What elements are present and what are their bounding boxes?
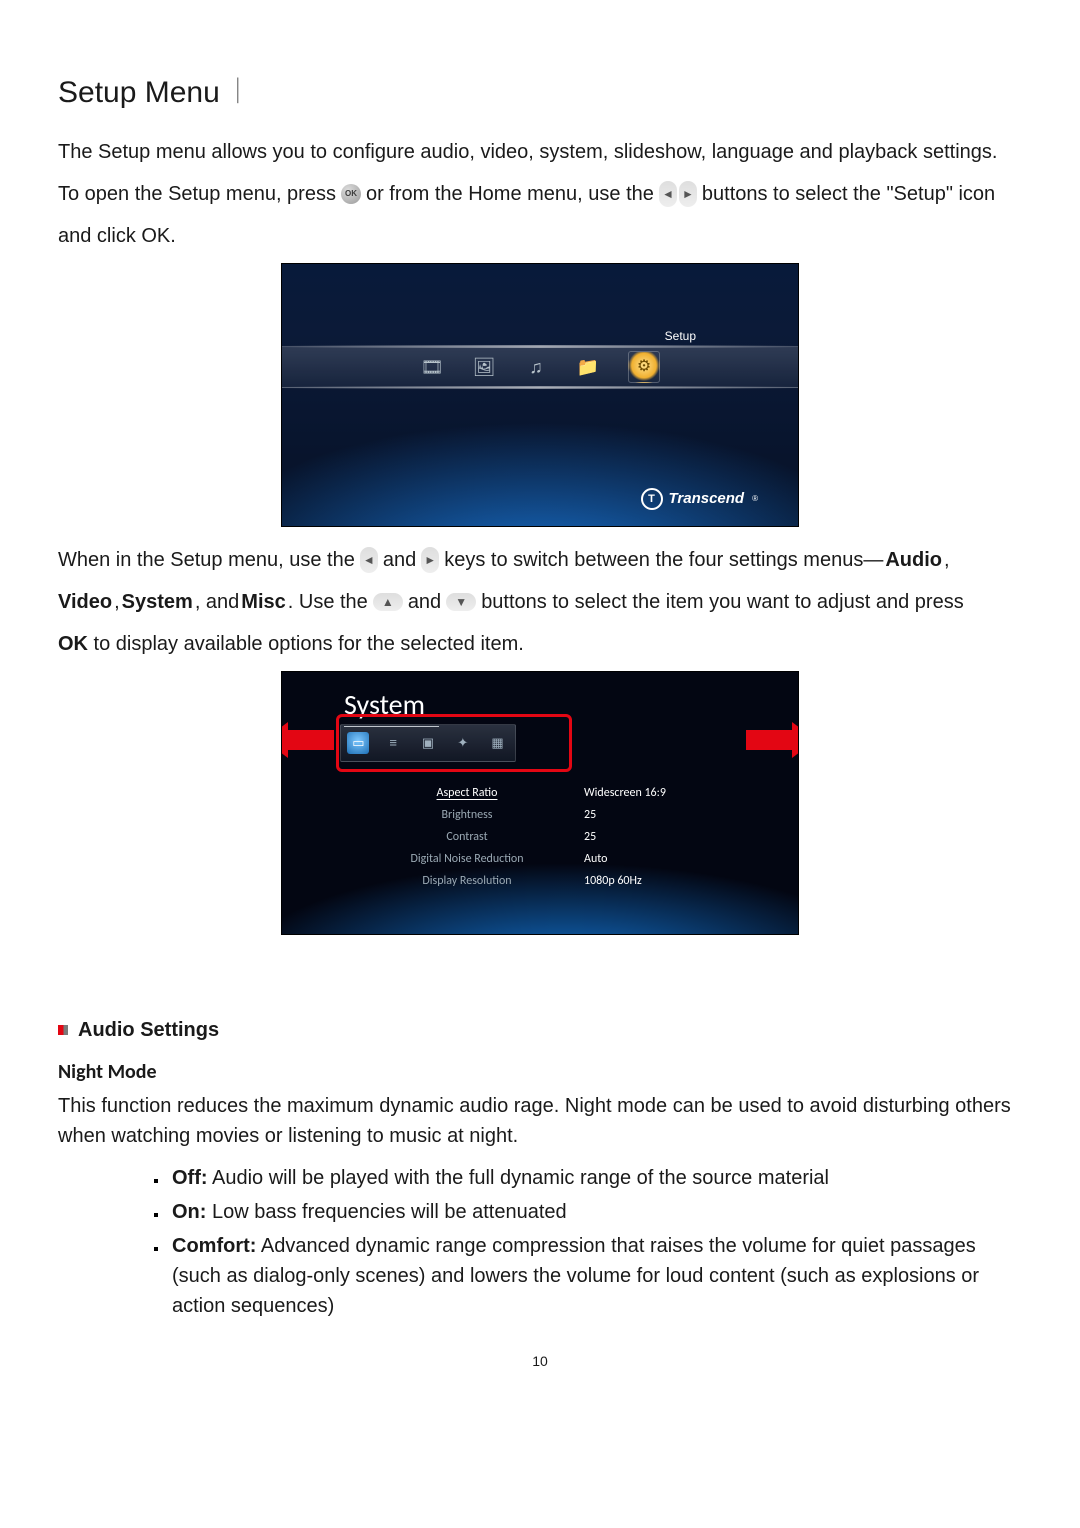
night-mode-desc: This function reduces the maximum dynami… [58,1091,1022,1151]
intro-text-a: To open the Setup menu, press [58,179,336,209]
mid-system: System [122,587,193,617]
mid-para-3: OK to display available options for the … [58,629,1022,659]
mid-video: Video [58,587,112,617]
home-movies-icon: 🎞 [420,354,444,381]
tab-4-icon: ✦ [452,732,474,754]
right-arrow-icon: ► [679,181,697,207]
opt-val: Low bass frequencies will be attenuated [206,1201,566,1223]
page-number: 10 [58,1351,1022,1372]
mid-sep3: , and [195,587,239,617]
night-mode-subhead: Night Mode [58,1057,1022,1087]
left-arrow-icon: ◄ [659,181,677,207]
list-item: Off: Audio will be played with the full … [168,1163,1022,1193]
title-divider: ︱ [223,76,253,109]
mid-text-c: keys to switch between the four settings… [444,545,883,575]
right-key-icon: ► [421,547,439,573]
home-photos-icon: 🖼 [472,354,496,381]
mid-sep2: , [114,587,120,617]
setting-label: Contrast [372,828,562,846]
setting-label: Display Resolution [372,872,562,890]
opt-key: Off: [172,1167,208,1189]
tab-5-icon: ▦ [487,732,509,754]
setting-label: Brightness [372,806,562,824]
brand-logo: T Transcend ® [641,488,759,511]
home-menu-strip: 🎞 🖼 ♫ 📁 ⚙ [282,346,798,388]
mid-para-2: Video, System, and Misc. Use the ▲ and ▼… [58,587,1022,617]
intro-line-3: and click OK. [58,221,1022,251]
section-bullet-icon [58,1025,68,1035]
down-key-icon: ▼ [446,593,476,611]
mid-text-f: . Use the [288,587,368,617]
brand-reg: ® [752,493,758,505]
setting-label: Aspect Ratio [372,784,562,802]
mid-misc: Misc [241,587,285,617]
home-music-icon: ♫ [524,354,548,381]
setting-value: 25 [562,806,768,824]
mid-audio: Audio [885,545,942,575]
setting-value: Auto [562,850,768,868]
setting-value: Widescreen 16:9 [562,784,768,802]
settings-grid: Aspect Ratio Widescreen 16:9 Brightness … [372,784,768,890]
home-setup-label: Setup [665,327,696,345]
night-mode-options: Off: Audio will be played with the full … [58,1163,1022,1321]
opt-key: On: [172,1201,206,1223]
setting-label: Digital Noise Reduction [372,850,562,868]
opt-val: Advanced dynamic range compression that … [172,1235,979,1317]
list-item: On: Low bass frequencies will be attenua… [168,1197,1022,1227]
opt-key: Comfort: [172,1235,256,1257]
red-arrow-left [281,722,334,758]
up-key-icon: ▲ [373,593,403,611]
brand-text: Transcend [669,488,745,511]
system-menu-screenshot: System ▭ ≡ ▣ ✦ ▦ Aspect Ratio Widescreen… [281,671,799,935]
list-item: Comfort: Advanced dynamic range compress… [168,1231,1022,1321]
audio-settings-heading: Audio Settings [58,1015,1022,1045]
mid-ok: OK [58,633,88,655]
audio-settings-title: Audio Settings [78,1015,219,1045]
ok-button-icon: OK [341,184,361,204]
home-menu-screenshot: Setup 🎞 🖼 ♫ 📁 ⚙ T Transcend ® [281,263,799,527]
mid-para: When in the Setup menu, use the ◄ and ► … [58,545,1022,575]
intro-text-c: buttons to select the "Setup" icon [702,179,995,209]
intro-text-b: or from the Home menu, use the [366,179,654,209]
intro-line-2: To open the Setup menu, press OK or from… [58,179,1022,209]
tab-3-icon: ▣ [417,732,439,754]
tab-display-icon: ▭ [347,732,369,754]
home-setup-icon-selected: ⚙ [628,351,660,383]
mid-sep1: , [944,545,950,575]
mid-text-i: to display available options for the sel… [88,633,524,655]
tab-2-icon: ≡ [382,732,404,754]
setting-value: 1080p 60Hz [562,872,768,890]
left-right-icons: ◄ ► [659,181,697,207]
mid-text-h: buttons to select the item you want to a… [481,587,964,617]
intro-line-1: The Setup menu allows you to configure a… [58,137,1022,167]
left-key-icon: ◄ [360,547,378,573]
mid-text-a: When in the Setup menu, use the [58,545,355,575]
home-files-icon: 📁 [576,354,600,381]
page-title-text: Setup Menu [58,76,220,109]
page-title: Setup Menu︱ [58,70,1022,115]
setting-value: 25 [562,828,768,846]
mid-text-b: and [383,545,416,575]
mid-text-g: and [408,587,441,617]
brand-mark-icon: T [641,488,663,510]
opt-val: Audio will be played with the full dynam… [208,1167,829,1189]
red-arrow-right [746,722,799,758]
system-tab-band: ▭ ≡ ▣ ✦ ▦ [340,724,516,762]
